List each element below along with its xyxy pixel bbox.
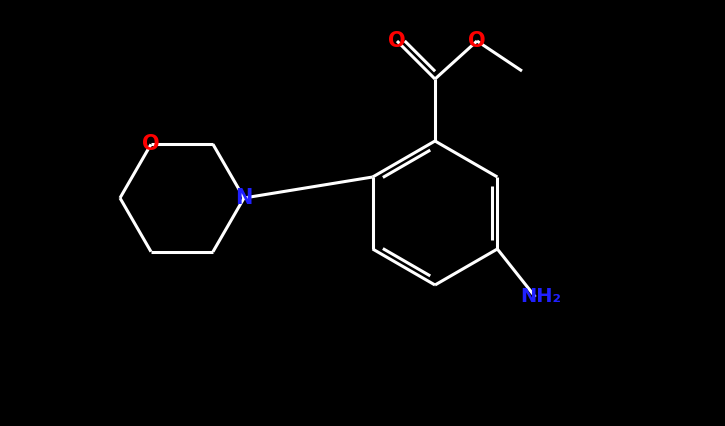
Text: O: O xyxy=(468,31,486,51)
Text: O: O xyxy=(142,134,160,154)
Text: O: O xyxy=(388,31,406,51)
Text: NH₂: NH₂ xyxy=(520,288,561,306)
Text: N: N xyxy=(236,188,253,208)
